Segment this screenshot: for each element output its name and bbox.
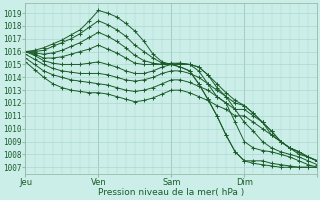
X-axis label: Pression niveau de la mer( hPa ): Pression niveau de la mer( hPa ) [98, 188, 244, 197]
